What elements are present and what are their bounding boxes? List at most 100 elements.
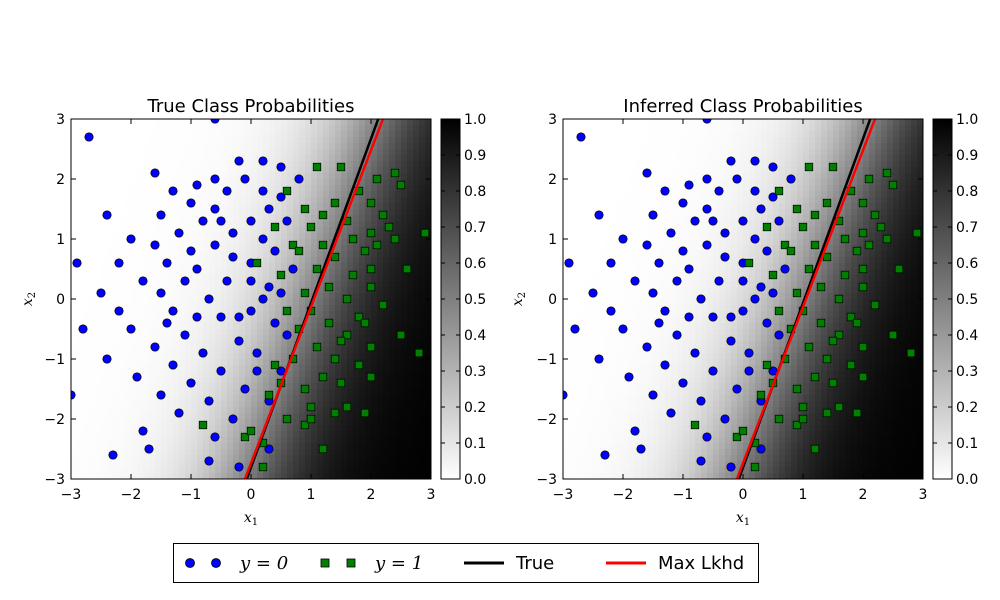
heatmap-cell	[629, 245, 636, 252]
data-point-class-1	[300, 288, 310, 298]
data-point-class-0	[108, 450, 118, 460]
heatmap-cell	[293, 269, 300, 276]
heatmap-cell	[107, 425, 114, 432]
heatmap-cell	[221, 323, 228, 330]
heatmap-cell	[659, 275, 666, 282]
data-point-class-1	[246, 426, 256, 436]
heatmap-cell	[389, 359, 396, 366]
heatmap-cell	[119, 227, 126, 234]
heatmap-cell	[401, 137, 408, 144]
heatmap-cell	[155, 299, 162, 306]
heatmap-cell	[185, 371, 192, 378]
heatmap-cell	[587, 197, 594, 204]
heatmap-cell	[227, 155, 234, 162]
heatmap-cell	[419, 449, 426, 456]
heatmap-cell	[239, 401, 246, 408]
heatmap-cell	[629, 317, 636, 324]
heatmap-cell	[143, 401, 150, 408]
heatmap-cell	[125, 209, 132, 216]
heatmap-cell	[389, 329, 396, 336]
data-point-class-0	[84, 132, 94, 142]
heatmap-cell	[149, 371, 156, 378]
heatmap-cell	[275, 131, 282, 138]
heatmap-cell	[623, 155, 630, 162]
heatmap-cell	[83, 473, 90, 479]
heatmap-cell	[239, 137, 246, 144]
heatmap-cell	[233, 473, 240, 479]
heatmap-cell	[671, 461, 678, 468]
heatmap-cell	[647, 335, 654, 342]
heatmap-cell	[227, 383, 234, 390]
heatmap-cell	[611, 443, 618, 450]
heatmap-cell	[635, 461, 642, 468]
heatmap-cell	[329, 449, 336, 456]
heatmap-cell	[287, 383, 294, 390]
heatmap-cell	[251, 467, 258, 474]
heatmap-cell	[389, 395, 396, 402]
heatmap-cell	[563, 227, 570, 234]
heatmap-cell	[143, 269, 150, 276]
heatmap-cell	[353, 203, 360, 210]
heatmap-cell	[575, 299, 582, 306]
heatmap-cell	[89, 185, 96, 192]
heatmap-cell	[299, 401, 306, 408]
heatmap-cell	[653, 431, 660, 438]
heatmap-cell	[251, 341, 258, 348]
heatmap-cell	[107, 341, 114, 348]
heatmap-cell	[293, 335, 300, 342]
heatmap-cell	[401, 119, 408, 126]
heatmap-cell	[269, 419, 276, 426]
heatmap-cell	[425, 215, 431, 222]
heatmap-cell	[677, 161, 684, 168]
heatmap-cell	[107, 371, 114, 378]
heatmap-cell	[605, 299, 612, 306]
heatmap-cell	[311, 431, 318, 438]
heatmap-cell	[317, 401, 324, 408]
heatmap-cell	[287, 401, 294, 408]
heatmap-cell	[179, 155, 186, 162]
heatmap-cell	[107, 125, 114, 132]
heatmap-cell	[221, 329, 228, 336]
heatmap-cell	[581, 383, 588, 390]
heatmap-cell	[635, 455, 642, 462]
heatmap-cell	[407, 221, 414, 228]
heatmap-cell	[311, 461, 318, 468]
heatmap-cell	[419, 413, 426, 420]
heatmap-cell	[377, 323, 384, 330]
heatmap-cell	[215, 335, 222, 342]
heatmap-cell	[383, 311, 390, 318]
heatmap-cell	[251, 461, 258, 468]
heatmap-cell	[245, 347, 252, 354]
heatmap-cell	[125, 149, 132, 156]
heatmap-cell	[149, 221, 156, 228]
heatmap-cell	[395, 437, 402, 444]
heatmap-cell	[359, 449, 366, 456]
heatmap-cell	[593, 347, 600, 354]
heatmap-cell	[569, 467, 576, 474]
heatmap-cell	[635, 245, 642, 252]
heatmap-cell	[71, 323, 78, 330]
heatmap-cell	[341, 197, 348, 204]
heatmap-cell	[647, 131, 654, 138]
heatmap-cell	[359, 149, 366, 156]
heatmap-cell	[275, 263, 282, 270]
heatmap-cell	[599, 233, 606, 240]
heatmap-cell	[305, 449, 312, 456]
heatmap-cell	[257, 125, 264, 132]
heatmap-cell	[395, 383, 402, 390]
heatmap-cell	[77, 191, 84, 198]
heatmap-cell	[419, 155, 426, 162]
heatmap-cell	[407, 341, 414, 348]
heatmap-cell	[239, 191, 246, 198]
heatmap-cell	[239, 221, 246, 228]
heatmap-cell	[155, 227, 162, 234]
heatmap-cell	[119, 323, 126, 330]
data-point-class-1	[258, 462, 268, 472]
heatmap-cell	[359, 437, 366, 444]
heatmap-cell	[131, 203, 138, 210]
heatmap-cell	[149, 203, 156, 210]
heatmap-cell	[377, 203, 384, 210]
heatmap-cell	[641, 293, 648, 300]
heatmap-cell	[419, 323, 426, 330]
heatmap-cell	[233, 425, 240, 432]
